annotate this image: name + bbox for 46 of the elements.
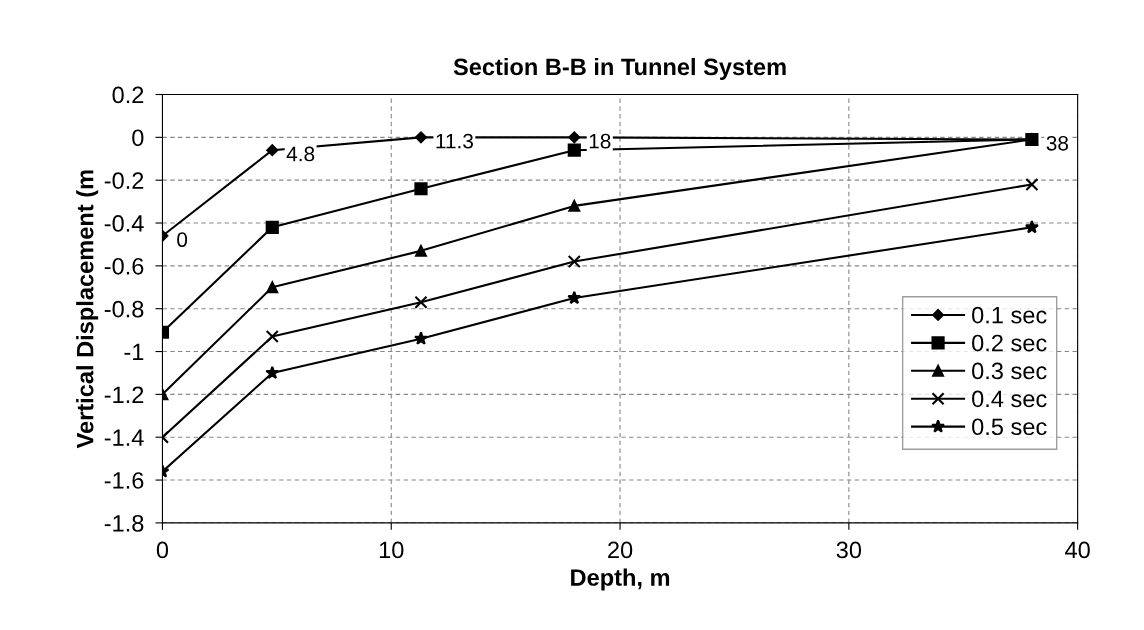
point <box>415 244 427 257</box>
x-tick-label: 20 <box>608 541 633 559</box>
y-tick-label: 0.2 <box>112 86 144 104</box>
y-tick-label: -1.4 <box>104 429 144 446</box>
point <box>567 143 581 157</box>
x-tick-label: 30 <box>836 541 862 559</box>
legend-label: 0.2 sec <box>972 334 1047 352</box>
annotation: 0 <box>177 232 188 248</box>
point <box>266 281 279 294</box>
point <box>414 331 428 345</box>
y-axis-title: Vertical Displacement (m <box>76 170 99 449</box>
y-tick-label: 0 <box>132 129 144 147</box>
x-tick-label: 0 <box>156 541 169 559</box>
y-tick-label: -1.8 <box>104 514 144 532</box>
annotation: 38 <box>1046 135 1069 151</box>
x-axis-title: Depth, m <box>571 568 670 591</box>
annotation: 11.3 <box>436 133 473 149</box>
point <box>567 254 581 269</box>
annotation: 4.8 <box>286 146 315 162</box>
y-tick-label: -1.2 <box>104 386 144 403</box>
legend-label: 0.5 sec <box>972 418 1047 436</box>
point <box>265 365 280 380</box>
point <box>1024 220 1039 234</box>
x-tick-label: 40 <box>1065 541 1090 559</box>
point <box>414 182 428 196</box>
y-tick-label: -0.2 <box>104 172 144 189</box>
y-tick-label: -1 <box>124 343 144 361</box>
legend-label: 0.1 sec <box>972 306 1047 324</box>
y-tick-label: -0.6 <box>104 257 144 275</box>
y-tick-label: -0.8 <box>104 300 144 318</box>
y-tick-label: -1.6 <box>104 472 144 489</box>
annotation: 18 <box>589 133 611 149</box>
legend-label: 0.4 sec <box>972 390 1047 408</box>
point <box>567 290 582 305</box>
x-tick-label: 10 <box>379 541 404 559</box>
y-tick-label: -0.4 <box>104 215 144 232</box>
point <box>415 131 427 144</box>
point <box>266 144 279 157</box>
point <box>568 131 581 144</box>
point <box>265 220 279 234</box>
point <box>265 329 279 344</box>
point <box>568 199 581 212</box>
legend-label: 0.3 sec <box>972 362 1047 380</box>
point <box>1025 177 1039 192</box>
chart-title: Section B-B in Tunnel System <box>453 57 786 80</box>
point <box>414 295 428 309</box>
